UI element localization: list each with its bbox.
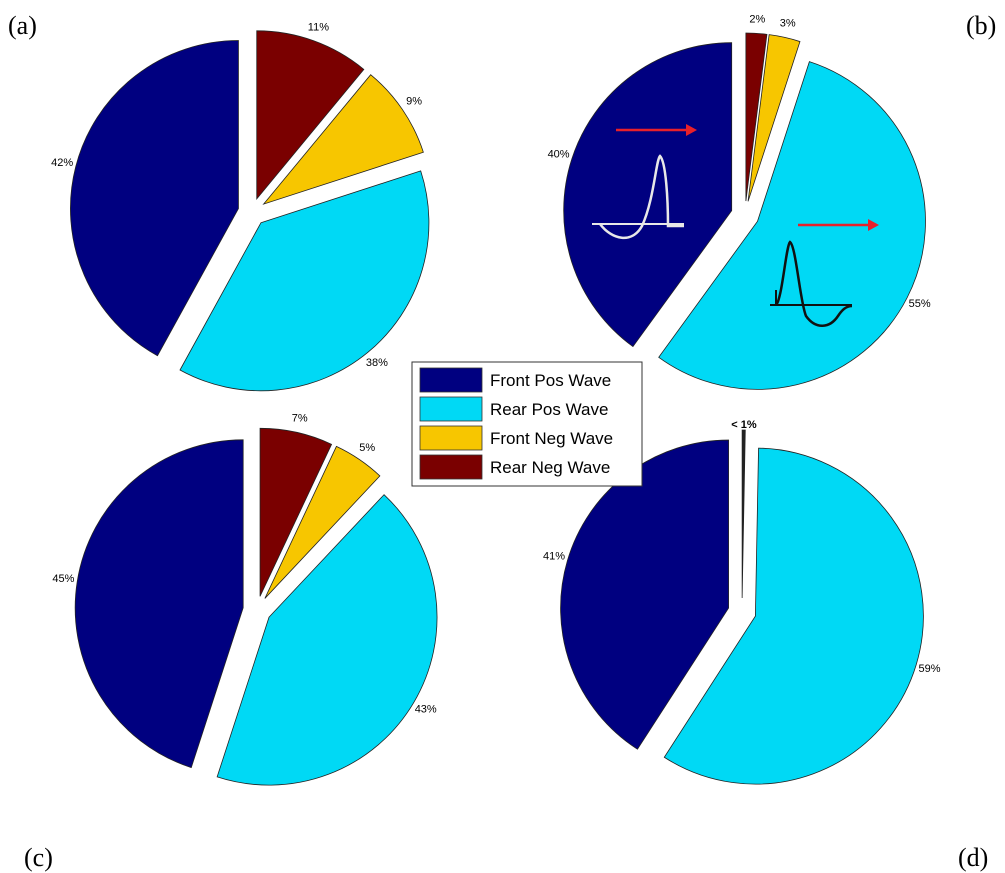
legend: Front Pos Wave Rear Pos Wave Front Neg Wav… [411, 361, 643, 487]
pie-slice-rear-pos-wave [216, 494, 438, 786]
pie-chart-1: 2% 3% 55% 40% [548, 13, 931, 390]
wave-annotations [592, 124, 879, 327]
pie-slice-label: 9% [406, 96, 422, 108]
pie-slice-label: 5% [359, 442, 375, 454]
pie-slice-label: 59% [918, 663, 940, 675]
pie-slice-label: 3% [780, 18, 796, 30]
pie-slice-front-pos-wave [560, 439, 729, 750]
black-wave-sketch [774, 240, 853, 327]
legend-swatch-rear-pos-wave [419, 396, 483, 422]
pie-slice-front-neg-wave [264, 445, 381, 599]
pie-slice-label: 40% [548, 148, 570, 160]
pie-slice-rear-neg-wave [745, 32, 768, 202]
pie-slice-label: 38% [366, 357, 388, 369]
pie-slice-neg-wave [741, 429, 746, 599]
legend-swatch-front-pos-wave [419, 367, 483, 393]
legend-label-rear-neg-wave: Rear Neg Wave [490, 458, 610, 477]
pie-slice-label: 42% [51, 157, 73, 169]
pie-slice-rear-pos-wave [179, 170, 430, 392]
pie-slice-label: 7% [292, 413, 308, 425]
pie-slice-front-neg-wave [747, 34, 801, 202]
panel-label-d: (d) [958, 843, 988, 872]
legend-label-rear-pos-wave: Rear Pos Wave [490, 400, 608, 419]
pie-slice-rear-pos-wave [663, 447, 924, 785]
pie-slice-label: 2% [749, 13, 765, 25]
pie-slice-front-pos-wave [70, 40, 239, 357]
legend-swatch-rear-neg-wave [419, 454, 483, 480]
pie-slice-label: 55% [909, 298, 931, 310]
pie-slice-label: < 1% [731, 419, 757, 431]
panel-label-a: (a) [8, 11, 37, 40]
panel-label-b: (b) [966, 11, 996, 40]
pie-chart-0: 11% 9% 38% 42% [51, 21, 430, 392]
pie-slice-front-pos-wave [74, 439, 244, 769]
pie-chart-3: < 1% 59% 41% [543, 419, 941, 785]
pie-slice-rear-neg-wave [259, 427, 333, 597]
panel-label-c: (c) [24, 843, 53, 872]
pie-slice-rear-neg-wave [256, 30, 365, 200]
legend-label-front-neg-wave: Front Neg Wave [490, 429, 613, 448]
pie-slice-label: 41% [543, 550, 565, 562]
pie-slice-label: 11% [308, 21, 329, 33]
pie-slice-front-neg-wave [262, 74, 424, 205]
pie-slice-rear-pos-wave [658, 61, 926, 390]
pie-charts-group: 11% 9% 38% 42% 2% 3% 55% 40% 7% 5% 43% 45% < 1% 59% 41… [51, 13, 941, 786]
red-arrow-right-head [868, 219, 879, 231]
legend-label-front-pos-wave: Front Pos Wave [490, 371, 611, 390]
red-arrow-left-head [686, 124, 697, 136]
pie-slice-label: 43% [415, 704, 437, 716]
pie-chart-2: 7% 5% 43% 45% [52, 413, 438, 786]
legend-swatch-front-neg-wave [419, 425, 483, 451]
white-wave-sketch [599, 154, 684, 239]
pie-slice-label: 45% [52, 573, 74, 585]
pie-slice-front-pos-wave [563, 42, 733, 348]
